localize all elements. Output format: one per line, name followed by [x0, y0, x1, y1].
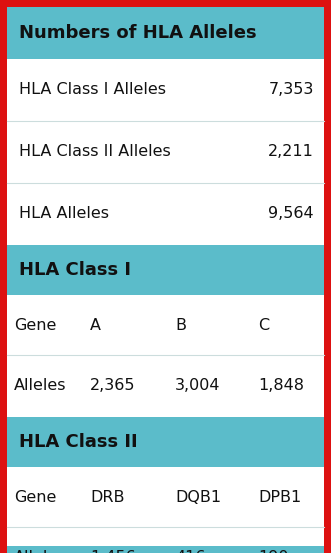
Bar [7, 7, 324, 59]
Text: DPB1: DPB1 [258, 489, 301, 504]
Text: C: C [258, 317, 269, 332]
Bar [7, 121, 324, 183]
Text: 1,456: 1,456 [90, 550, 136, 553]
Bar [7, 245, 324, 295]
Text: HLA Class I: HLA Class I [19, 261, 131, 279]
Bar [7, 417, 324, 467]
Text: B: B [175, 317, 186, 332]
Text: DRB: DRB [90, 489, 124, 504]
Text: A: A [90, 317, 101, 332]
Text: 7,353: 7,353 [269, 82, 314, 97]
Bar [7, 183, 324, 245]
Text: 1,848: 1,848 [258, 378, 304, 394]
Bar [7, 467, 324, 527]
Text: Alleles: Alleles [14, 550, 67, 553]
Text: Alleles: Alleles [14, 378, 67, 394]
Text: 3,004: 3,004 [175, 378, 220, 394]
Text: 9,564: 9,564 [268, 206, 314, 222]
Bar [7, 527, 324, 553]
Bar [7, 546, 324, 553]
Text: Numbers of HLA Alleles: Numbers of HLA Alleles [19, 24, 257, 42]
Text: Gene: Gene [14, 489, 56, 504]
Text: 416: 416 [175, 550, 206, 553]
Bar [7, 295, 324, 355]
Text: DQB1: DQB1 [175, 489, 221, 504]
Text: HLA Alleles: HLA Alleles [19, 206, 109, 222]
Text: 2,365: 2,365 [90, 378, 135, 394]
Text: HLA Class I Alleles: HLA Class I Alleles [19, 82, 166, 97]
Text: HLA Class II Alleles: HLA Class II Alleles [19, 144, 171, 159]
Bar [7, 59, 324, 121]
Text: Gene: Gene [14, 317, 56, 332]
Bar [7, 355, 324, 417]
Text: 2,211: 2,211 [268, 144, 314, 159]
Text: 190: 190 [258, 550, 289, 553]
Text: HLA Class II: HLA Class II [19, 433, 138, 451]
